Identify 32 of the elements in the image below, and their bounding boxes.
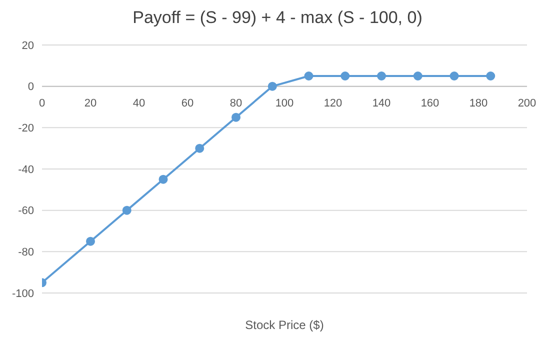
x-tick-label: 0 bbox=[38, 97, 46, 110]
y-tick-label: -80 bbox=[18, 246, 34, 259]
x-tick-label: 60 bbox=[181, 97, 194, 110]
point bbox=[413, 72, 422, 80]
point bbox=[450, 72, 459, 80]
point bbox=[268, 82, 277, 91]
x-tick-label: 40 bbox=[132, 97, 146, 110]
x-tick-label: 80 bbox=[230, 97, 242, 110]
x-tick-label: 100 bbox=[275, 97, 294, 110]
chart-title: Payoff = (S - 99) + 4 - max (S - 100, 0) bbox=[132, 8, 424, 28]
point bbox=[195, 144, 204, 153]
point bbox=[377, 72, 386, 80]
y-tick-label: -40 bbox=[18, 164, 34, 176]
point bbox=[158, 174, 168, 184]
y-tick-label: -100 bbox=[12, 288, 34, 300]
x-tick-label: 120 bbox=[324, 97, 342, 110]
point bbox=[232, 112, 240, 122]
y-tick-label: 0 bbox=[28, 81, 34, 94]
point bbox=[122, 206, 132, 215]
point bbox=[486, 72, 496, 80]
point bbox=[340, 72, 350, 80]
y-tick-label: -20 bbox=[18, 122, 34, 135]
y-tick-label: -60 bbox=[18, 205, 34, 218]
x-tick-label: 160 bbox=[420, 97, 440, 110]
x-axis-title: Stock Price ($) bbox=[245, 318, 324, 332]
x-tick-label: 180 bbox=[469, 97, 488, 110]
x-tick-label: 200 bbox=[518, 97, 536, 110]
point bbox=[86, 236, 95, 246]
point bbox=[304, 72, 314, 80]
y-tick-label: 20 bbox=[22, 40, 34, 52]
x-tick-label: 140 bbox=[372, 97, 391, 110]
x-tick-label: 20 bbox=[84, 97, 97, 110]
